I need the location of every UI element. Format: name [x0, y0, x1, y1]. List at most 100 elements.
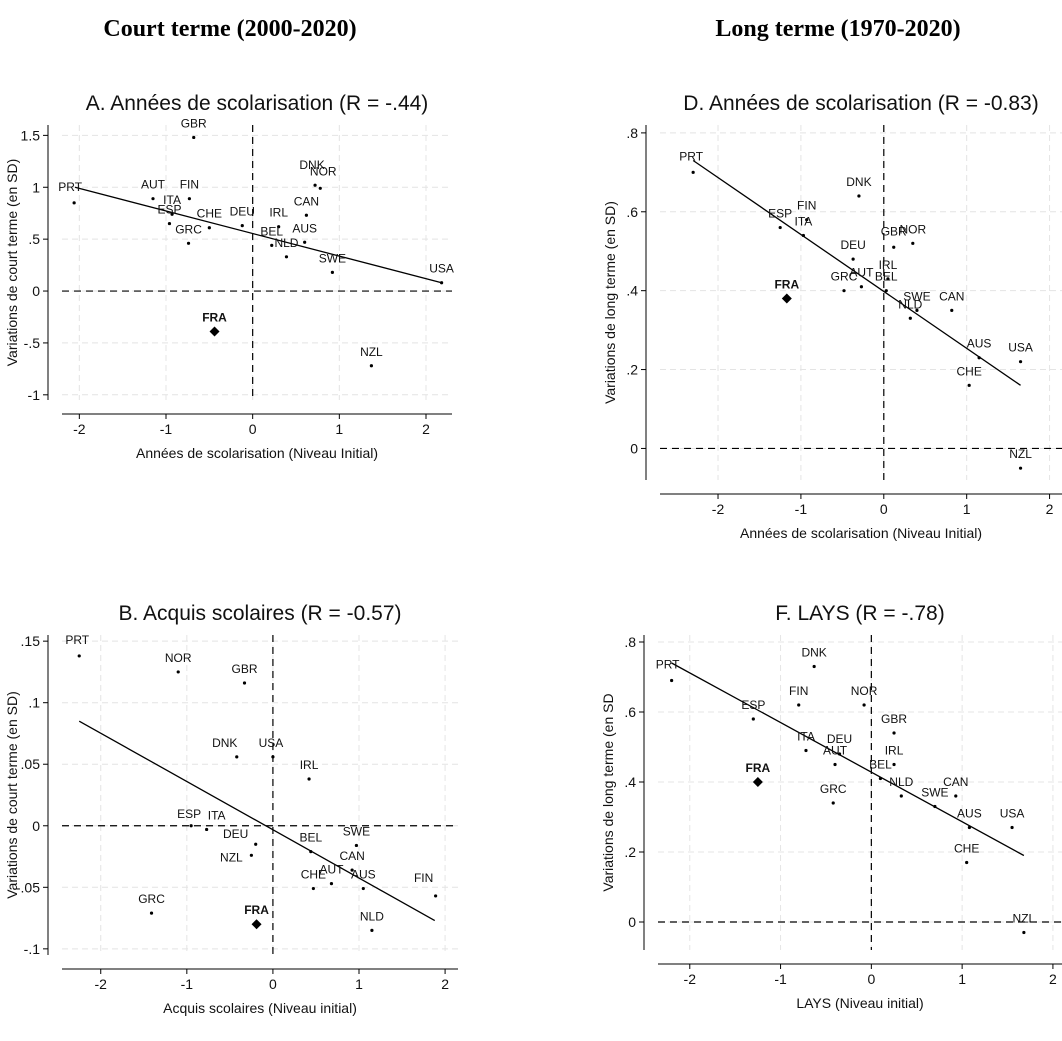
point-label-swe: SWE: [921, 786, 948, 800]
point-label-aus: AUS: [967, 337, 992, 351]
x-tick-label: -1: [774, 971, 787, 987]
y-axis-title: Variations de long terme (en SD: [600, 693, 616, 891]
data-point-irl: [307, 777, 311, 781]
data-point-can: [350, 868, 354, 872]
x-tick-label: 0: [880, 501, 888, 517]
y-tick-label: -.05: [16, 879, 40, 895]
point-label-swe: SWE: [343, 824, 370, 838]
point-label-che: CHE: [301, 868, 326, 882]
x-tick-label: -2: [73, 421, 86, 437]
x-tick-label: 2: [1046, 501, 1054, 517]
point-label-esp: ESP: [157, 203, 181, 217]
y-tick-label: .2: [624, 844, 636, 860]
y-axis-title: Variations de court terme (en SD): [4, 691, 20, 899]
data-point-nld: [284, 255, 289, 259]
data-point-deu: [240, 224, 244, 228]
data-point-gbr: [242, 681, 247, 685]
data-point-fra: [251, 919, 262, 930]
data-point-aus: [977, 356, 981, 360]
point-label-usa: USA: [1000, 807, 1025, 821]
point-label-ita: ITA: [208, 808, 226, 822]
data-point-nor: [911, 241, 915, 245]
x-tick-label: 1: [355, 976, 363, 992]
y-tick-label: 0: [32, 283, 40, 299]
data-point-bel: [270, 243, 274, 247]
point-label-dnk: DNK: [299, 158, 324, 172]
point-label-aut: AUT: [849, 266, 874, 280]
data-point-dnk: [812, 664, 816, 669]
data-point-ita: [801, 233, 805, 238]
point-label-bel: BEL: [260, 224, 283, 238]
point-label-can: CAN: [939, 289, 964, 303]
y-tick-label: .2: [626, 362, 638, 378]
data-point-prt: [691, 170, 695, 174]
y-tick-label: .4: [624, 774, 636, 790]
data-point-swe: [933, 804, 937, 809]
data-point-aus: [361, 886, 365, 891]
data-point-nld: [908, 316, 912, 320]
data-point-usa: [271, 755, 275, 759]
data-point-can: [954, 794, 958, 798]
point-label-nld: NLD: [898, 297, 922, 311]
y-tick-label: -1: [28, 387, 41, 403]
y-tick-label: .4: [626, 283, 638, 299]
chart-panel-b: B. Acquis scolaires (R = -0.57) -2 -1 0 1 2 -.…: [4, 602, 458, 1016]
y-axis-title: Variations de court terme (en SD): [4, 159, 20, 367]
point-label-deu: DEU: [223, 827, 248, 841]
data-point-grc: [831, 801, 835, 805]
point-label-esp: ESP: [177, 807, 201, 821]
data-point-nzl: [1018, 466, 1023, 470]
x-axis-title: LAYS (Niveau initial): [796, 995, 923, 1011]
y-tick-label: .05: [21, 756, 41, 772]
y-tick-label: .5: [28, 231, 40, 247]
x-axis-title: Acquis scolaires (Niveau initial): [163, 1000, 357, 1016]
x-tick-label: 0: [867, 971, 875, 987]
data-point-usa: [440, 281, 444, 285]
data-point-aus: [967, 825, 971, 830]
point-label-bel: BEL: [299, 831, 322, 845]
point-label-fin: FIN: [180, 178, 199, 192]
x-tick-label: 1: [958, 971, 966, 987]
point-label-aus: AUS: [292, 221, 317, 235]
point-label-fin: FIN: [789, 684, 808, 698]
point-label-gbr: GBR: [181, 116, 207, 130]
data-point-gbr: [892, 731, 896, 735]
x-axis-title: Années de scolarisation (Niveau Initial): [136, 445, 378, 461]
point-label-deu: DEU: [230, 205, 255, 219]
data-point-prt: [77, 654, 81, 658]
y-tick-label: .6: [626, 204, 638, 220]
chart-panel-a: A. Années de scolarisation (R = -.44) -2 -…: [4, 92, 454, 461]
point-label-nld: NLD: [889, 775, 913, 789]
data-point-che: [967, 383, 971, 387]
y-tick-label: .6: [624, 704, 636, 720]
point-label-nld: NLD: [274, 236, 298, 250]
point-label-aut: AUT: [141, 178, 166, 192]
data-point-che: [311, 886, 315, 891]
data-point-nld: [370, 928, 374, 932]
data-point-deu: [254, 842, 258, 846]
data-point-bel: [884, 289, 888, 293]
point-label-dnk: DNK: [212, 736, 237, 750]
y-tick-label: .1: [28, 695, 40, 711]
x-tick-label: -2: [95, 976, 108, 992]
point-label-nor: NOR: [310, 164, 337, 178]
point-label-esp: ESP: [768, 207, 792, 221]
point-label-aut: AUT: [319, 863, 344, 877]
data-point-can: [304, 213, 308, 217]
data-point-che: [207, 226, 211, 230]
x-tick-label: 0: [269, 976, 277, 992]
point-label-gbr: GBR: [881, 712, 907, 726]
data-point-dnk: [313, 183, 317, 187]
data-point-bel: [309, 850, 313, 854]
point-label-nld: NLD: [360, 909, 384, 923]
point-label-irl: IRL: [269, 206, 288, 220]
point-label-grc: GRC: [820, 782, 847, 796]
point-label-nzl: NZL: [220, 850, 243, 864]
y-tick-label: 0: [630, 440, 638, 456]
point-label-bel: BEL: [869, 758, 892, 772]
fit-line: [74, 186, 442, 284]
y-tick-label: .15: [21, 633, 41, 649]
point-label-aus: AUS: [957, 807, 982, 821]
point-label-prt: PRT: [65, 633, 89, 647]
point-label-nor: NOR: [851, 684, 878, 698]
